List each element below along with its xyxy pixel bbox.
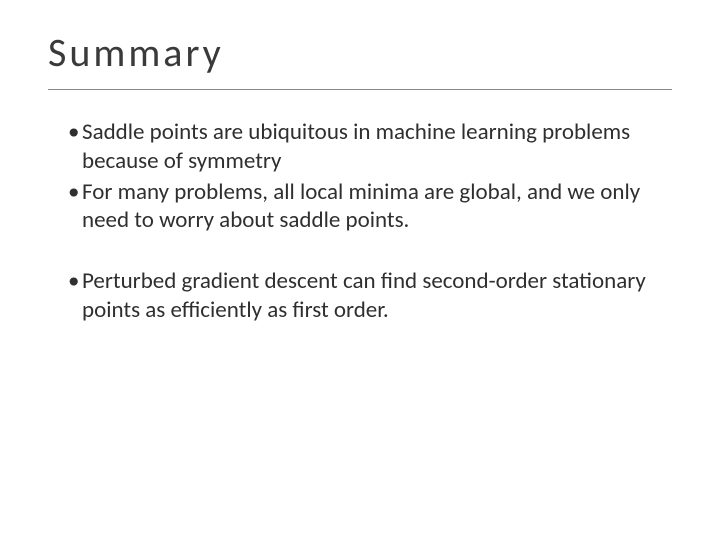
list-item: Perturbed gradient descent can find seco… [68, 267, 664, 325]
list-item: For many problems, all local minima are … [68, 178, 664, 236]
list-item: Saddle points are ubiquitous in machine … [68, 118, 664, 176]
bullet-list: Perturbed gradient descent can find seco… [48, 267, 672, 325]
bullet-list: Saddle points are ubiquitous in machine … [48, 118, 672, 235]
slide: Summary Saddle points are ubiquitous in … [0, 0, 720, 540]
title-rule [48, 89, 672, 90]
group-gap [48, 237, 672, 267]
slide-title: Summary [48, 28, 672, 83]
